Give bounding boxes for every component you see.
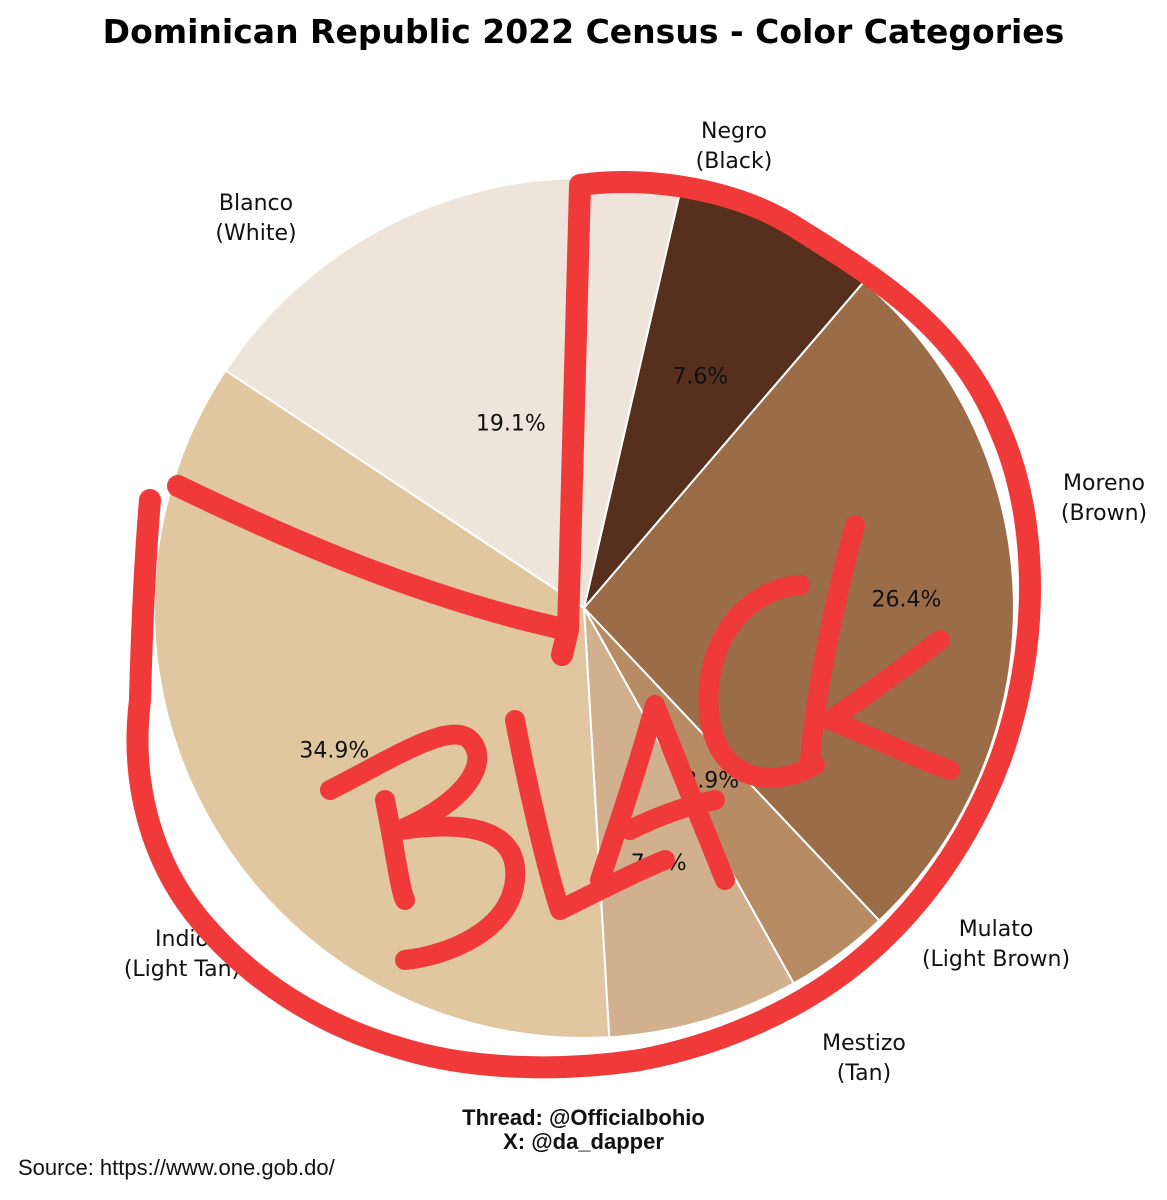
red-marker-annotation	[126, 171, 1041, 1079]
pie-category-label-negro: Negro	[701, 119, 767, 144]
pie-category-label-moreno: Moreno	[1063, 471, 1145, 496]
annotation-outline-stroke	[126, 171, 1041, 1079]
pie-category-label-mulato-sub: (Light Brown)	[922, 947, 1070, 972]
pie-percent-blanco: 19.1%	[476, 411, 546, 436]
pie-category-label-mulato: Mulato	[959, 917, 1034, 942]
pie-category-label-blanco-sub: (White)	[215, 221, 296, 246]
chart-title: Dominican Republic 2022 Census - Color C…	[102, 12, 1065, 51]
pie-category-label-blanco: Blanco	[219, 191, 293, 216]
credit-x: X: @da_dapper	[503, 1129, 664, 1154]
pie-category-label-mestizo-sub: (Tan)	[837, 1061, 891, 1086]
credit-thread: Thread: @Officialbohio	[462, 1105, 705, 1130]
pie-category-label-mestizo: Mestizo	[822, 1031, 906, 1056]
annotation-divider-stroke	[167, 475, 579, 666]
annotation-word-black	[320, 515, 960, 970]
source-note: Source: https://www.one.gob.do/	[18, 1155, 335, 1180]
pie-category-label-negro-sub: (Black)	[696, 149, 773, 174]
pie-percent-indio: 34.9%	[299, 739, 369, 764]
pie-slice-mestizo	[583, 607, 796, 1039]
pie-chart: 7.6%Negro(Black)26.4%Moreno(Brown)3.9%Mu…	[124, 119, 1147, 1086]
pie-category-label-moreno-sub: (Brown)	[1061, 501, 1147, 526]
pie-percent-moreno: 26.4%	[871, 587, 941, 612]
pie-labels: 7.6%Negro(Black)26.4%Moreno(Brown)3.9%Mu…	[124, 119, 1147, 1086]
pie-percent-negro: 7.6%	[672, 365, 728, 390]
pie-category-label-indio-sub: (Light Tan)	[124, 957, 240, 982]
